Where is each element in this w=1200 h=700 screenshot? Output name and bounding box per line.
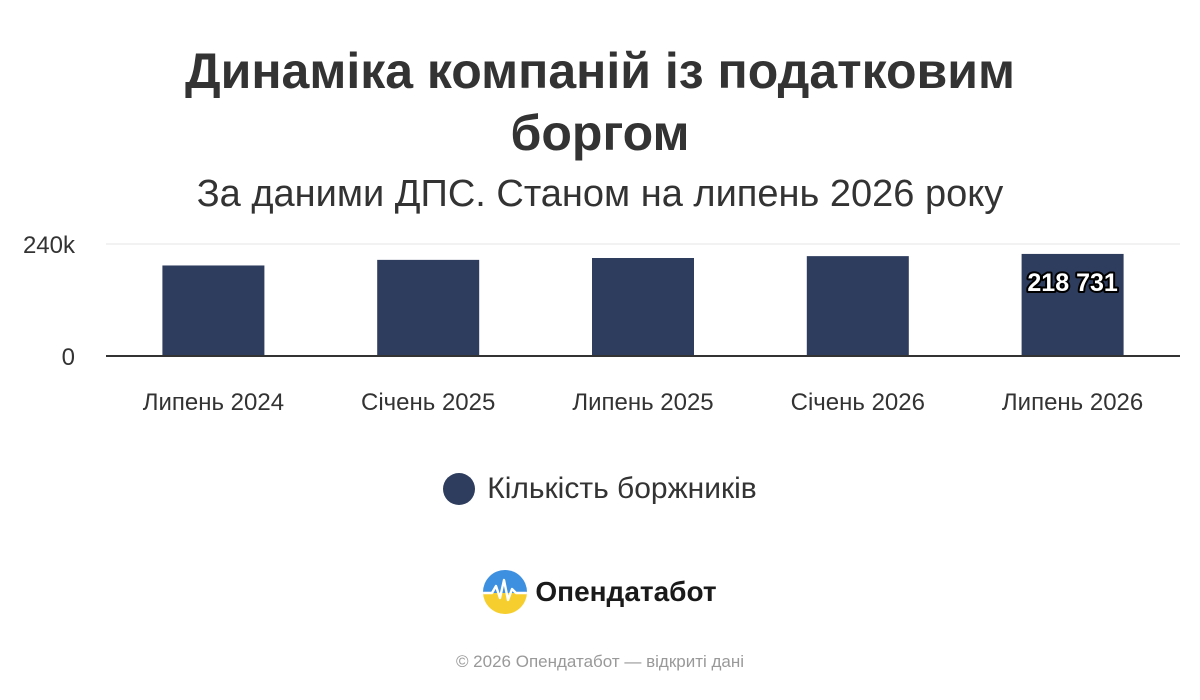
logo-text: Опендатабот [535, 576, 717, 607]
bar [1021, 253, 1124, 356]
bar [377, 259, 480, 356]
opendatabot-logo-icon [483, 570, 528, 614]
brand-logo: Опендатабот [0, 570, 1200, 614]
x-tick-label: Січень 2026 [791, 389, 925, 416]
footer-copyright: © 2026 Опендатабот — відкриті дані [455, 652, 745, 671]
bar-chart: 0 240k Липень 2024 Січень 2025 Липень 2025 Сі… [23, 232, 1180, 416]
legend-swatch [443, 473, 476, 505]
data-label: 218 731 [1027, 269, 1117, 297]
bar [162, 265, 265, 356]
bar [592, 258, 694, 356]
chart-subtitle: За даними ДПС. Станом на липень 2026 рок… [196, 173, 1004, 215]
y-tick-label: 0 [62, 344, 75, 371]
x-tick-label: Липень 2024 [143, 389, 284, 416]
bar [806, 256, 909, 356]
x-tick-label: Липень 2026 [1002, 389, 1143, 416]
chart-title: Динаміка компаній із податковим боргом [184, 43, 1016, 161]
y-tick-label: 240k [23, 232, 76, 259]
legend-label: Кількість боржників [487, 472, 757, 505]
x-tick-label: Липень 2025 [572, 389, 713, 416]
legend[interactable]: Кількість боржників [0, 472, 1200, 506]
x-tick-label: Січень 2025 [361, 389, 495, 416]
